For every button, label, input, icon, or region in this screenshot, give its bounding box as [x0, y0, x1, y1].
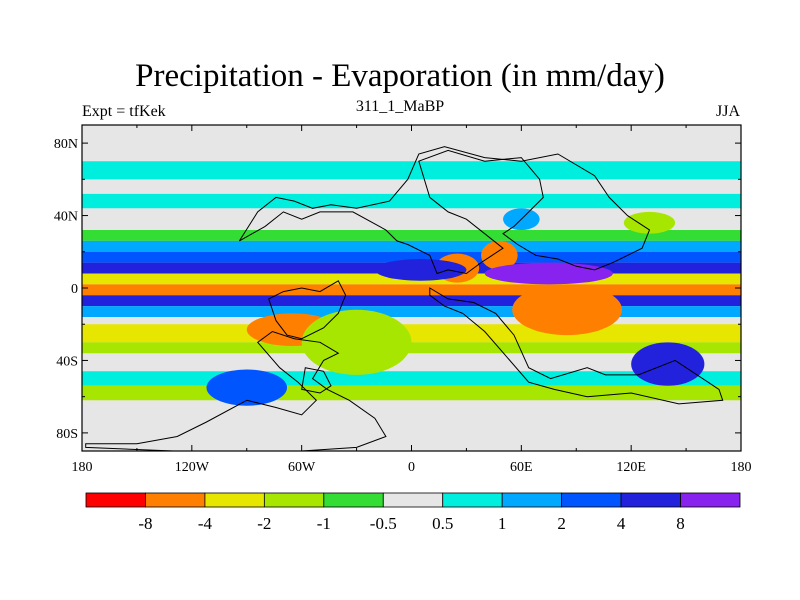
field-blob-1 — [481, 240, 518, 270]
field-band-10 — [82, 324, 741, 343]
colorbar-swatch-3 — [263, 492, 325, 508]
colorbar-swatch-8 — [561, 492, 622, 508]
x-tick-label-5: 120E — [616, 460, 646, 475]
y-tick-label-1: 40N — [54, 210, 78, 225]
x-tick-label-0: 180 — [72, 460, 93, 475]
field-band-7 — [82, 284, 741, 296]
experiment-label: Expt = tfKek — [82, 103, 166, 120]
colorbar-label-7: 2 — [557, 514, 566, 533]
colorbar-swatch-7 — [501, 492, 563, 508]
field-blob-5 — [484, 262, 613, 285]
y-tick-label-3: 40S — [56, 354, 78, 369]
land-outline-2 — [429, 287, 724, 405]
colorbar-label-3: -1 — [317, 514, 331, 533]
field-blob-3 — [512, 284, 623, 336]
colorbar-swatch-0 — [85, 492, 146, 508]
colorbar-swatch-10 — [680, 492, 741, 508]
colorbar-swatch-4 — [323, 492, 384, 508]
field-blob-4 — [374, 259, 467, 281]
field-blob-7 — [631, 342, 705, 386]
field-blob-6 — [301, 309, 412, 375]
colorbar-swatch-2 — [204, 492, 265, 508]
field-blob-10 — [623, 211, 676, 234]
x-tick-label-2: 60W — [288, 460, 316, 475]
colorbar-label-5: 0.5 — [432, 514, 453, 533]
land-outline-4 — [301, 367, 332, 394]
colorbar-label-6: 1 — [498, 514, 507, 533]
x-tick-label-6: 180 — [731, 460, 752, 475]
chart-subtitle: 311_1_MaBP — [355, 98, 445, 115]
colorbar-label-2: -2 — [257, 514, 271, 533]
field-band-2 — [82, 230, 741, 241]
colorbar-swatch-1 — [145, 492, 206, 508]
land-outline-0 — [238, 146, 651, 275]
colorbar-label-1: -4 — [198, 514, 213, 533]
field-band-1 — [82, 193, 741, 209]
x-tick-label-4: 60E — [510, 460, 533, 475]
field-band-11 — [82, 342, 741, 354]
season-label: JJA — [715, 103, 740, 120]
field-band-8 — [82, 295, 741, 307]
x-tick-label-3: 0 — [408, 460, 415, 475]
colorbar-label-9: 8 — [676, 514, 685, 533]
x-tick-label-1: 120W — [175, 460, 210, 475]
colorbar-swatch-9 — [620, 492, 681, 508]
y-tick-label-2: 0 — [71, 282, 78, 297]
field-layer — [82, 146, 741, 451]
field-band-4 — [82, 251, 741, 263]
chart-title: Precipitation - Evaporation (in mm/day) — [135, 58, 665, 94]
colorbar-label-0: -8 — [138, 514, 152, 533]
y-tick-label-0: 80N — [54, 137, 78, 152]
colorbar-swatch-6 — [442, 492, 503, 508]
colorbar-swatch-5 — [382, 492, 444, 508]
y-tick-label-4: 80S — [56, 427, 78, 442]
field-band-9 — [82, 306, 741, 317]
land-outline-3 — [85, 330, 387, 451]
field-band-13 — [82, 385, 741, 401]
land-outline-1 — [268, 280, 347, 340]
field-blob-8 — [206, 369, 288, 406]
colorbar-label-8: 4 — [617, 514, 626, 533]
colorbar-label-4: -0.5 — [370, 514, 397, 533]
